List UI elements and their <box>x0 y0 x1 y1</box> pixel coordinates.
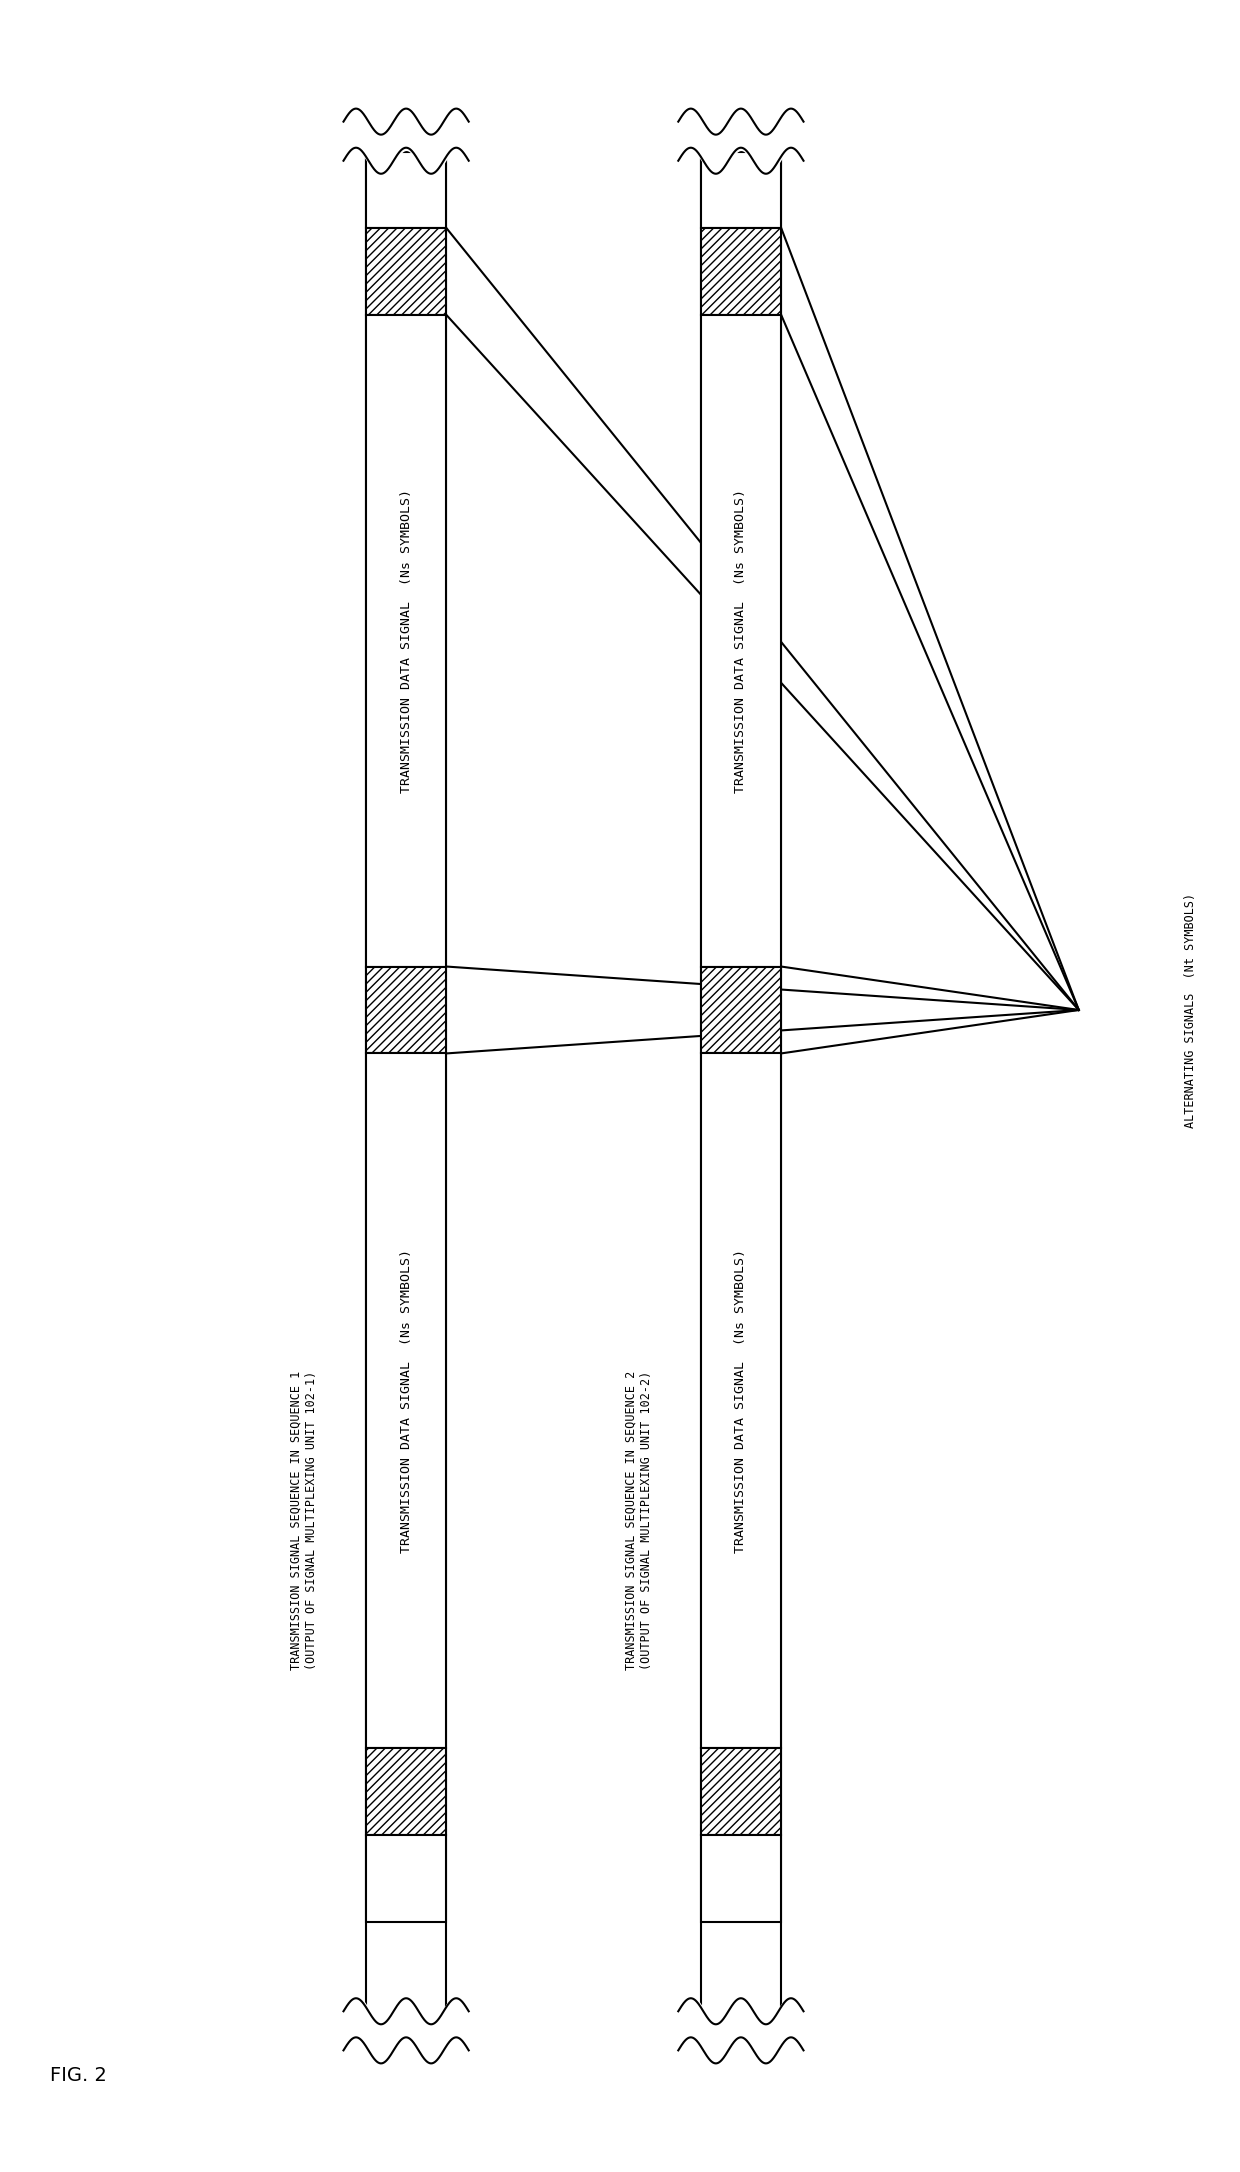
Bar <box>366 967 446 1053</box>
Text: TRANSMISSION DATA SIGNAL  (Ns SYMBOLS): TRANSMISSION DATA SIGNAL (Ns SYMBOLS) <box>734 489 748 793</box>
Bar <box>366 315 446 967</box>
Bar <box>366 1835 446 1922</box>
Bar <box>366 228 446 315</box>
Text: TRANSMISSION DATA SIGNAL  (Ns SYMBOLS): TRANSMISSION DATA SIGNAL (Ns SYMBOLS) <box>734 1249 748 1553</box>
Bar <box>366 1053 446 1748</box>
Bar <box>701 1053 781 1748</box>
Text: TRANSMISSION SIGNAL SEQUENCE IN SEQUENCE 2
(OUTPUT OF SIGNAL MULTIPLEXING UNIT 1: TRANSMISSION SIGNAL SEQUENCE IN SEQUENCE… <box>625 1371 652 1670</box>
Bar <box>366 152 446 228</box>
Bar <box>366 1748 446 1835</box>
Bar <box>701 228 781 315</box>
Bar <box>701 152 781 228</box>
Bar <box>701 1748 781 1835</box>
Bar <box>701 1835 781 1922</box>
Text: TRANSMISSION DATA SIGNAL  (Ns SYMBOLS): TRANSMISSION DATA SIGNAL (Ns SYMBOLS) <box>399 489 413 793</box>
Text: TRANSMISSION DATA SIGNAL  (Ns SYMBOLS): TRANSMISSION DATA SIGNAL (Ns SYMBOLS) <box>399 1249 413 1553</box>
Text: FIG. 2: FIG. 2 <box>50 2066 107 2085</box>
Text: TRANSMISSION SIGNAL SEQUENCE IN SEQUENCE 1
(OUTPUT OF SIGNAL MULTIPLEXING UNIT 1: TRANSMISSION SIGNAL SEQUENCE IN SEQUENCE… <box>290 1371 317 1670</box>
Bar <box>701 967 781 1053</box>
Bar <box>701 315 781 967</box>
Text: ALTERNATING SIGNALS  (Nt SYMBOLS): ALTERNATING SIGNALS (Nt SYMBOLS) <box>1184 893 1197 1127</box>
